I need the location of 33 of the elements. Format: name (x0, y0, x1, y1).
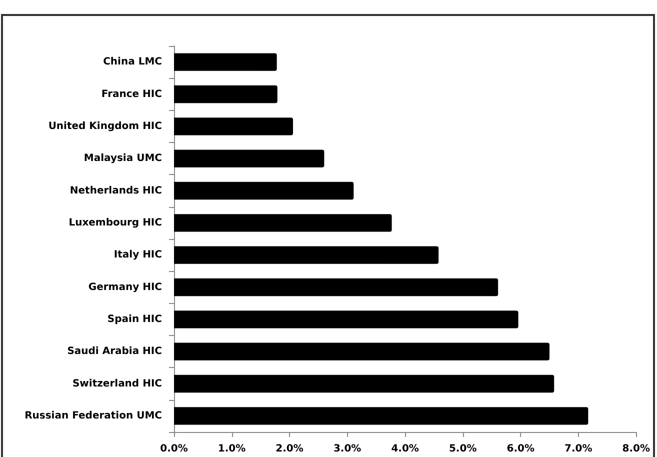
x-tick-label: 3.0% (333, 444, 362, 454)
y-tick-label: United Kingdom HIC (48, 120, 162, 132)
x-tick-label: 0.0% (160, 444, 188, 454)
x-tick-label: 6.0% (506, 444, 534, 454)
y-tick-label: Russian Federation UMC (24, 410, 162, 422)
y-tick-label: Luxembourg HIC (68, 217, 162, 228)
bar (174, 246, 439, 264)
bar (174, 214, 392, 232)
y-tick-label: Italy HIC (114, 250, 162, 261)
bar (174, 53, 277, 71)
y-tick-label: Spain HIC (107, 314, 162, 325)
bar (174, 150, 324, 168)
y-tick-label: Switzerland HIC (72, 378, 162, 390)
bar (174, 310, 518, 328)
y-tick-label: Malaysia UMC (84, 153, 162, 164)
x-tick-label: 8.0% (622, 444, 650, 454)
y-tick-label: France HIC (101, 88, 162, 100)
x-tick-label: 4.0% (391, 444, 419, 454)
bar (174, 182, 354, 200)
bar (174, 342, 550, 360)
x-tick-label: 5.0% (448, 444, 477, 454)
y-tick-label: Saudi Arabia HIC (67, 346, 162, 358)
x-tick-label: 7.0% (564, 444, 592, 454)
y-tick-label: China LMC (103, 56, 162, 68)
bar (174, 374, 554, 393)
bar (174, 278, 498, 296)
bar (174, 85, 278, 104)
x-tick-label: 2.0% (276, 444, 304, 454)
y-tick-label: Germany HIC (88, 282, 162, 293)
x-tick-label: 1.0% (218, 444, 246, 454)
y-tick-label: Netherlands HIC (70, 185, 162, 196)
bar (174, 407, 588, 425)
bar (174, 118, 293, 136)
